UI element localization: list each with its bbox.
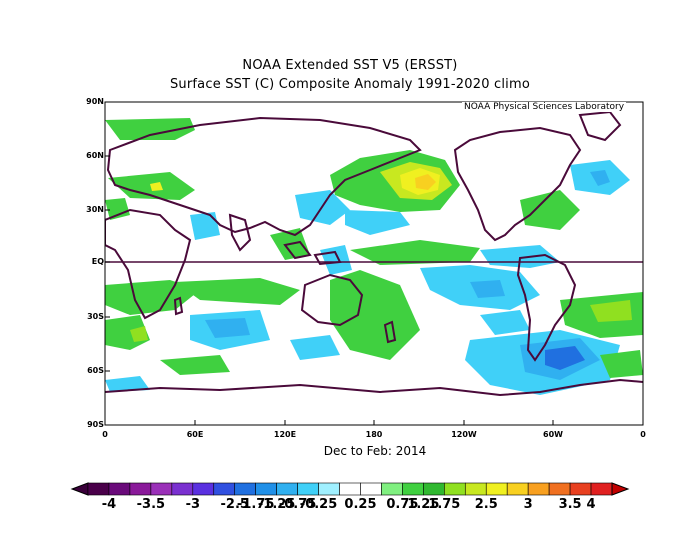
lat-label: 30S (87, 312, 104, 321)
credit-label: NOAA Physical Sciences Laboratory (462, 102, 627, 112)
colorbar-swatch (108, 482, 131, 496)
lat-label: 90N (86, 97, 104, 106)
colorbar-swatch (339, 482, 361, 496)
colorbar-tick-label: 0.25 (344, 497, 377, 512)
colorbar-swatch (548, 482, 571, 496)
colorbar-tick-label: -0.75 (278, 497, 317, 512)
colorbar-swatch (464, 482, 487, 496)
anomaly-region (545, 346, 585, 370)
colorbar-swatch (87, 482, 110, 496)
map-title-line-1: NOAA Extended SST V5 (ERSST) (242, 58, 458, 73)
anomaly-region (205, 318, 250, 338)
lat-label: 90S (87, 420, 104, 429)
anomaly-region (345, 210, 410, 235)
anomaly-region (330, 270, 420, 360)
colorbar-tick-label: 2.5 (474, 497, 498, 512)
colorbar-swatch (423, 482, 445, 496)
colorbar-right-arrow (611, 482, 630, 496)
axis-ticks (105, 101, 554, 426)
colorbar-swatch (402, 482, 424, 496)
colorbar-tick-label: -0.25 (299, 497, 338, 512)
anomaly-region (105, 376, 150, 392)
colorbar-swatch (234, 482, 256, 496)
colorbar-tick-label: -1.25 (257, 497, 296, 512)
colorbar-swatch (171, 482, 194, 496)
anomaly-region (415, 174, 436, 190)
map-title-line-2: Surface SST (C) Composite Anomaly 1991-2… (169, 77, 531, 92)
colorbar-swatch (276, 482, 298, 496)
colorbar-swatch (255, 482, 277, 496)
colorbar-tick-label: -1.75 (236, 497, 275, 512)
colorbar-tick-label: 3 (523, 497, 533, 512)
colorbar-tick-label: -4 (101, 497, 117, 512)
anomaly-region (350, 240, 480, 265)
anomaly-region (105, 118, 195, 140)
colorbar-left-arrow (70, 482, 89, 496)
colorbar-swatch (318, 482, 340, 496)
anomaly-region (130, 326, 148, 342)
lon-label: 0 (102, 430, 108, 439)
anomaly-fill-layer (105, 118, 643, 395)
lon-label: 180 (365, 430, 383, 439)
colorbar-tick-label: 0.75 (386, 497, 419, 512)
anomaly-region (190, 212, 220, 240)
colorbar-swatch (213, 482, 236, 496)
anomaly-region (480, 310, 530, 335)
anomaly-region (175, 278, 300, 305)
colorbar-tick-label: -2.5 (220, 497, 249, 512)
colorbar-swatch (150, 482, 173, 496)
lon-label: 120E (273, 430, 297, 439)
colorbar-tick-label: 1.25 (407, 497, 440, 512)
colorbar-swatch (381, 482, 403, 496)
lat-label: EQ (91, 257, 104, 266)
period-label: Dec to Feb: 2014 (323, 444, 427, 458)
colorbar-tick-label: 1.75 (428, 497, 461, 512)
lat-label: 60S (87, 366, 104, 375)
land-greenland (578, 110, 622, 142)
land-antarctica (105, 378, 643, 397)
land-india (228, 213, 252, 252)
colorbar-swatch (506, 482, 529, 496)
colorbar-swatch (129, 482, 152, 496)
colorbar-tick-label: 3.5 (558, 497, 582, 512)
lat-label: 30N (86, 205, 104, 214)
lat-label: 60N (86, 151, 104, 160)
anomaly-region (150, 182, 163, 191)
colorbar-swatch (360, 482, 382, 496)
colorbar-swatch (485, 482, 508, 496)
colorbar-tick-label: -3 (185, 497, 201, 512)
colorbar-swatch (192, 482, 215, 496)
land-eurasia (106, 116, 422, 237)
anomaly-region (470, 280, 505, 298)
anomaly-region (600, 350, 643, 378)
land-south-america (516, 253, 577, 362)
colorbar-tick-label: 4 (586, 497, 596, 512)
anomaly-region (160, 355, 230, 375)
land-islands (173, 296, 184, 316)
colorbar-swatch (590, 482, 613, 496)
land-africa (105, 208, 192, 320)
lon-label: 0 (640, 430, 646, 439)
lon-label: 120W (451, 430, 477, 439)
land-islands (283, 240, 312, 260)
anomaly-region (590, 300, 632, 322)
colorbar-tick-label: -3.5 (136, 497, 166, 512)
colorbar-swatch (527, 482, 550, 496)
land-australia (300, 273, 364, 327)
colorbar-swatch (297, 482, 319, 496)
land-islands (383, 320, 397, 344)
colorbar-swatch (569, 482, 592, 496)
lon-label: 60W (543, 430, 563, 439)
anomaly-region (290, 335, 340, 360)
colorbar-swatch (444, 482, 466, 496)
anomaly-region (520, 190, 580, 230)
land-north-america (453, 126, 582, 242)
land-outlines (105, 110, 643, 397)
anomaly-region (590, 170, 610, 186)
lon-label: 60E (186, 430, 204, 439)
anomaly-region (105, 198, 130, 220)
